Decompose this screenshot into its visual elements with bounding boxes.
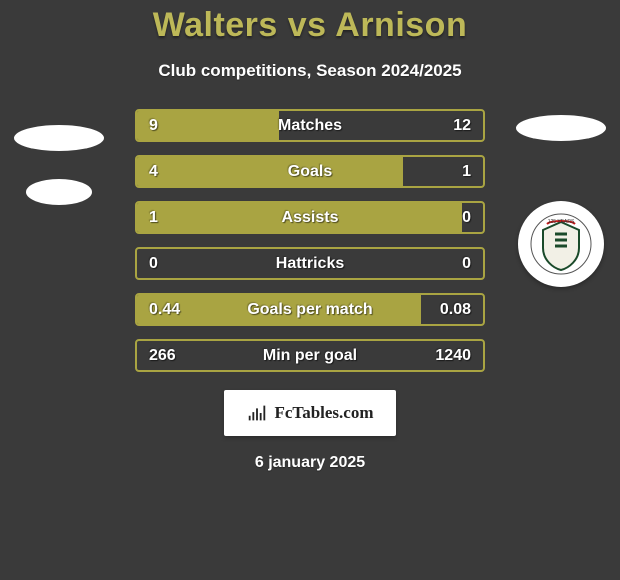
placeholder-ellipse (14, 125, 104, 151)
stat-value-right: 0.08 (440, 301, 471, 319)
stat-bars-container: 9 Matches 12 4 Goals 1 1 Assists 0 0 Hattricks 0 0.4… (135, 109, 485, 372)
stat-label: Hattricks (276, 255, 344, 273)
stat-value-left: 9 (149, 117, 158, 135)
stat-label: Matches (278, 117, 342, 135)
stat-value-right: 1240 (435, 347, 471, 365)
stat-value-left: 1 (149, 209, 158, 227)
stat-label: Goals (288, 163, 332, 181)
snapshot-date: 6 january 2025 (0, 454, 620, 472)
page-subtitle: Club competitions, Season 2024/2025 (0, 61, 620, 81)
stat-label: Assists (282, 209, 339, 227)
stat-value-right: 0 (462, 209, 471, 227)
bar-chart-icon (246, 402, 268, 424)
stat-bar-fill (137, 157, 403, 186)
stat-value-left: 0 (149, 255, 158, 273)
placeholder-ellipse (516, 115, 606, 141)
player-badge-left (14, 115, 104, 205)
stat-bar: 4 Goals 1 (135, 155, 485, 188)
stat-label: Goals per match (247, 301, 372, 319)
svg-text:125 YEARS: 125 YEARS (548, 219, 575, 225)
stat-bar: 0 Hattricks 0 (135, 247, 485, 280)
stat-value-right: 1 (462, 163, 471, 181)
stat-bar-fill (137, 111, 279, 140)
stat-bar: 0.44 Goals per match 0.08 (135, 293, 485, 326)
source-badge: FcTables.com (224, 390, 396, 436)
club-crest-icon: 125 YEARS (518, 201, 604, 287)
stat-bar: 9 Matches 12 (135, 109, 485, 142)
stat-bar: 266 Min per goal 1240 (135, 339, 485, 372)
placeholder-ellipse (26, 179, 93, 205)
source-brand-label: FcTables.com (274, 403, 373, 423)
stat-value-left: 266 (149, 347, 176, 365)
stat-bar: 1 Assists 0 (135, 201, 485, 234)
stat-value-left: 4 (149, 163, 158, 181)
stat-value-right: 12 (453, 117, 471, 135)
stat-value-right: 0 (462, 255, 471, 273)
comparison-infographic: Walters vs Arnison Club competitions, Se… (0, 0, 620, 580)
stat-label: Min per goal (263, 347, 357, 365)
player-badge-right: 125 YEARS (516, 115, 606, 205)
stat-value-left: 0.44 (149, 301, 180, 319)
page-title: Walters vs Arnison (0, 6, 620, 45)
